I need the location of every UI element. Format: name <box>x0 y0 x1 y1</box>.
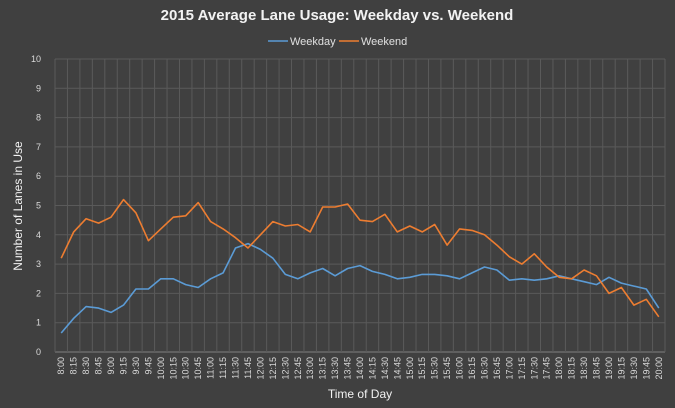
x-tick-label: 16:00 <box>455 357 465 380</box>
x-tick-label: 10:30 <box>181 357 191 380</box>
x-tick-label: 9:15 <box>118 357 128 375</box>
y-axis-label: Number of Lanes in Use <box>11 141 25 271</box>
x-tick-label: 20:00 <box>654 357 664 380</box>
x-tick-label: 17:45 <box>542 357 552 380</box>
y-tick-label: 10 <box>31 54 41 64</box>
x-tick-label: 16:30 <box>479 357 489 380</box>
series-line-weekend <box>60 198 660 318</box>
x-tick-label: 14:45 <box>392 357 402 380</box>
x-tick-label: 9:00 <box>106 357 116 375</box>
x-tick-label: 11:00 <box>206 357 216 379</box>
y-tick-label: 8 <box>36 113 41 123</box>
y-tick-label: 2 <box>36 288 41 298</box>
x-tick-label: 10:45 <box>193 357 203 380</box>
y-tick-label: 7 <box>36 142 41 152</box>
y-tick-label: 6 <box>36 171 41 181</box>
x-tick-label: 19:15 <box>616 357 626 380</box>
x-tick-label: 14:15 <box>367 357 377 380</box>
x-tick-label: 11:15 <box>218 357 228 379</box>
x-tick-label: 19:30 <box>629 357 639 380</box>
x-tick-label: 10:15 <box>168 357 178 380</box>
x-tick-label: 18:30 <box>579 357 589 380</box>
x-tick-label: 13:15 <box>318 357 328 380</box>
x-tick-label: 11:45 <box>243 357 253 379</box>
x-tick-label: 13:45 <box>343 357 353 380</box>
legend-label-weekend: Weekend <box>361 36 407 48</box>
x-tick-label: 9:45 <box>143 357 153 375</box>
y-tick-label: 9 <box>36 83 41 93</box>
x-tick-label: 12:00 <box>255 357 265 380</box>
x-tick-label: 8:00 <box>56 357 66 375</box>
x-tick-label: 9:30 <box>131 357 141 375</box>
gridlines <box>54 58 666 353</box>
x-tick-label: 19:45 <box>641 357 651 380</box>
x-tick-label: 12:15 <box>268 357 278 380</box>
x-tick-label: 19:00 <box>604 357 614 380</box>
x-tick-label: 16:15 <box>467 357 477 380</box>
x-tick-label: 8:45 <box>94 357 104 375</box>
x-tick-label: 15:30 <box>430 357 440 380</box>
x-tick-label: 12:30 <box>280 357 290 380</box>
series-lines <box>60 198 660 334</box>
x-tick-label: 11:30 <box>231 357 241 379</box>
x-axis-ticks: 8:00 8:15 8:30 8:45 9:00 9:15 9:30 9:45 10:00 10:… <box>56 357 664 380</box>
y-tick-label: 4 <box>36 230 41 240</box>
x-tick-label: 18:15 <box>567 357 577 380</box>
x-tick-label: 13:30 <box>330 357 340 380</box>
x-tick-label: 18:45 <box>592 357 602 380</box>
x-tick-label: 17:30 <box>529 357 539 380</box>
x-tick-label: 17:15 <box>517 357 527 380</box>
x-tick-label: 10:00 <box>156 357 166 380</box>
y-axis-ticks: 0 1 2 3 4 5 6 7 8 9 10 <box>31 54 41 357</box>
x-tick-label: 15:00 <box>405 357 415 380</box>
x-tick-label: 16:45 <box>492 357 502 380</box>
x-tick-label: 13:00 <box>305 357 315 380</box>
y-tick-label: 1 <box>36 318 41 328</box>
legend-label-weekday: Weekday <box>290 36 336 48</box>
legend: Weekday Weekend <box>268 36 407 48</box>
x-tick-label: 18:00 <box>554 357 564 380</box>
x-tick-label: 14:30 <box>380 357 390 380</box>
chart-title: 2015 Average Lane Usage: Weekday vs. Wee… <box>161 7 514 24</box>
x-tick-label: 14:00 <box>355 357 365 380</box>
y-tick-label: 0 <box>36 347 41 357</box>
x-axis-label: Time of Day <box>328 387 392 401</box>
series-line-weekday <box>60 242 660 334</box>
x-tick-label: 12:45 <box>293 357 303 380</box>
y-tick-label: 5 <box>36 201 41 211</box>
x-tick-label: 15:45 <box>442 357 452 380</box>
x-tick-label: 17:00 <box>504 357 514 380</box>
x-tick-label: 8:15 <box>69 357 79 375</box>
x-tick-label: 15:15 <box>417 357 427 380</box>
y-tick-label: 3 <box>36 259 41 269</box>
x-tick-label: 8:30 <box>81 357 91 375</box>
